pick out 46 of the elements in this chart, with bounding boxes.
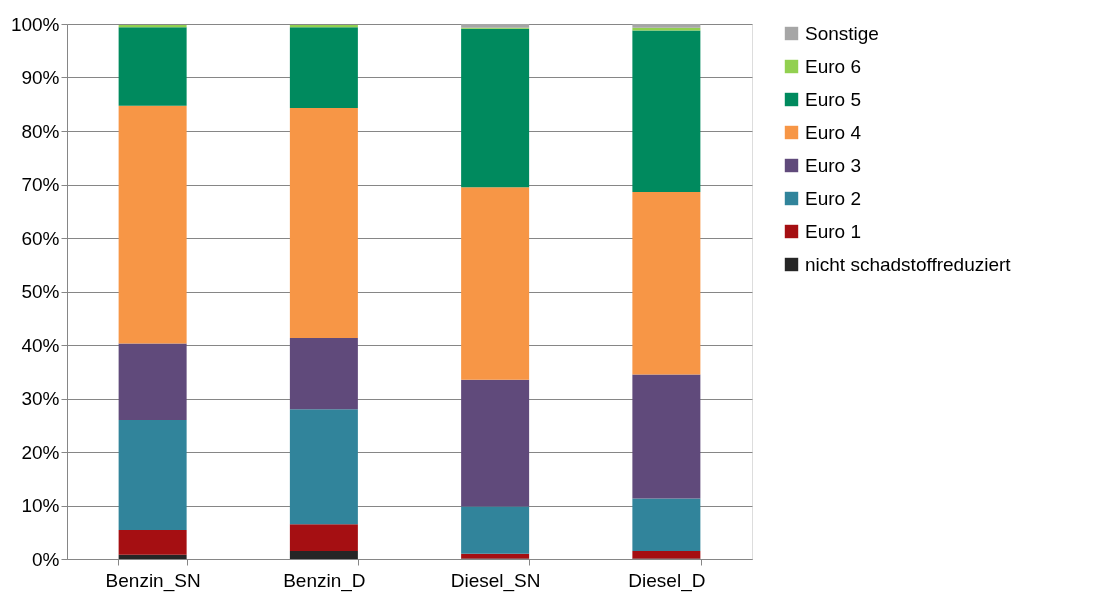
bar <box>289 25 358 28</box>
bar <box>461 506 530 554</box>
bar <box>289 338 358 410</box>
bar <box>289 108 358 339</box>
y-tick-label: 20% <box>21 441 60 463</box>
bar <box>118 554 187 559</box>
bar <box>289 27 358 108</box>
y-tick-label: 40% <box>21 334 60 356</box>
x-tick-label: Benzin_SN <box>105 569 201 592</box>
bar <box>118 530 187 555</box>
legend-label: Sonstige <box>805 22 879 44</box>
y-tick-label: 60% <box>21 227 60 249</box>
y-tick-label: 10% <box>21 495 60 516</box>
bar <box>632 498 701 551</box>
bar <box>632 550 701 559</box>
bar <box>461 379 530 507</box>
legend-label: Euro 1 <box>805 220 861 242</box>
legend-label: Euro 5 <box>805 88 861 110</box>
y-tick-label: 100% <box>10 13 60 35</box>
legend-label: Euro 3 <box>805 154 861 176</box>
y-tick-label: 70% <box>21 174 60 195</box>
legend-label: Euro 4 <box>805 121 862 143</box>
bar <box>461 187 530 380</box>
y-tick-label: 80% <box>21 120 60 142</box>
y-tick-label: 90% <box>21 67 60 88</box>
legend-label: Euro 2 <box>805 187 861 209</box>
bar <box>632 374 701 499</box>
legend-label: Euro 6 <box>805 55 861 77</box>
y-tick-label: 50% <box>21 281 60 302</box>
x-tick-label: Benzin_D <box>283 569 366 592</box>
bar <box>289 524 358 551</box>
bar <box>118 419 187 531</box>
y-tick-label: 30% <box>21 388 60 409</box>
bar <box>118 25 187 28</box>
bar <box>632 191 701 375</box>
x-tick-label: Diesel_D <box>628 569 706 592</box>
bar <box>118 105 187 344</box>
bar <box>461 28 530 188</box>
bar <box>118 343 187 420</box>
legend-label: nicht schadstoffreduziert <box>805 253 1012 275</box>
x-tick-label: Diesel_SN <box>450 569 541 592</box>
bar <box>289 409 358 525</box>
y-tick-label: 0% <box>32 548 60 570</box>
bar <box>118 27 187 106</box>
bar <box>289 550 358 559</box>
bar <box>632 30 701 192</box>
